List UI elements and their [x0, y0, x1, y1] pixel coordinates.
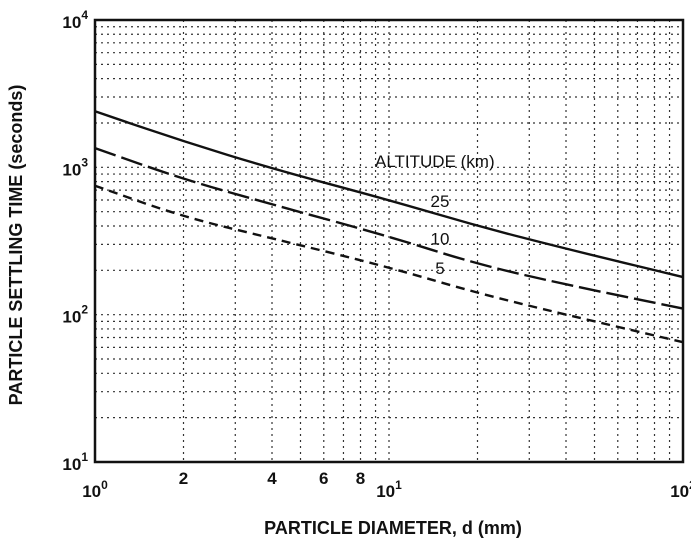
x-tick-label: 8	[356, 469, 365, 488]
x-axis-title: PARTICLE DIAMETER, d (mm)	[264, 518, 522, 538]
tick-labels: 100 2 4 6 8 101 102 101 102 103 104	[62, 8, 691, 501]
y-tick-label: 103	[62, 155, 88, 179]
x-tick-label: 102	[670, 478, 691, 501]
x-tick-label: 101	[376, 478, 402, 501]
series-label-25: 25	[431, 192, 450, 211]
series-label-5: 5	[435, 259, 444, 278]
series-curve-5	[94, 184, 684, 344]
series-curve-25	[94, 110, 684, 279]
x-tick-label: 2	[179, 469, 188, 488]
series-label-10: 10	[431, 229, 450, 248]
y-axis-title: PARTICLE SETTLING TIME (seconds)	[6, 85, 26, 406]
altitude-legend-title: ALTITUDE (km)	[375, 152, 495, 171]
x-tick-label: 6	[319, 469, 328, 488]
y-tick-label: 104	[62, 8, 88, 32]
y-tick-label: 102	[62, 303, 88, 327]
x-tick-label: 4	[267, 469, 277, 488]
plot-frame	[93, 18, 685, 464]
series-curve-10	[94, 146, 684, 310]
series-curves	[94, 110, 684, 344]
grid-lines	[95, 20, 683, 462]
x-tick-label: 100	[82, 478, 108, 501]
y-tick-label: 101	[62, 450, 88, 474]
